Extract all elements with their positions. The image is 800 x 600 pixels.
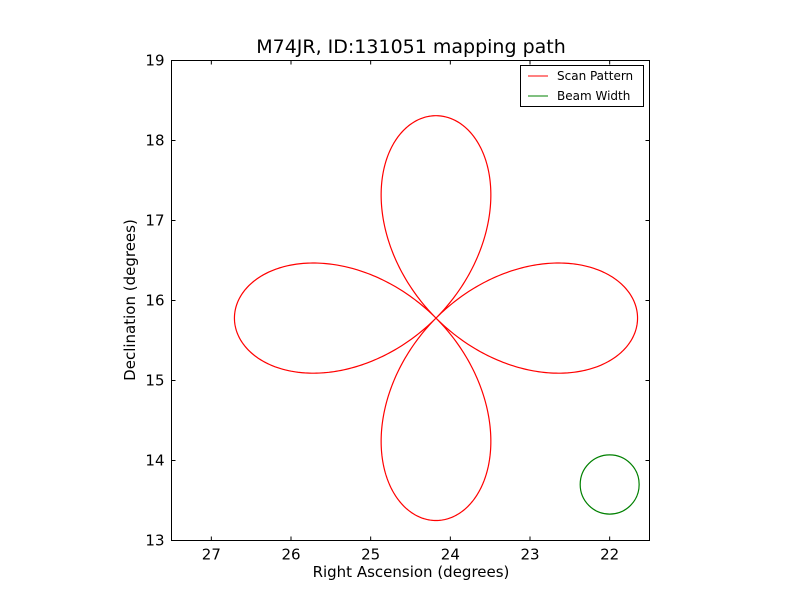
y-tick-label: 14 xyxy=(145,452,164,470)
axis-ticks: 27 26 25 24 23 22 13 14 15 16 17 18 19 xyxy=(145,52,650,564)
y-tick-label: 17 xyxy=(145,212,164,230)
y-tick-label: 19 xyxy=(145,52,164,70)
beam-width-circle xyxy=(579,454,640,515)
y-tick-label: 16 xyxy=(145,292,164,310)
x-tick-label: 27 xyxy=(202,546,221,564)
legend-box xyxy=(520,65,644,107)
x-axis-label: Right Ascension (degrees) xyxy=(313,563,510,581)
plot-area xyxy=(233,115,640,522)
legend-label-scan-pattern: Scan Pattern xyxy=(557,69,633,83)
x-tick-label: 25 xyxy=(361,546,380,564)
scan-pattern-line xyxy=(233,115,639,522)
y-tick-label: 13 xyxy=(145,532,164,550)
y-axis-label: Declination (degrees) xyxy=(121,219,139,381)
legend: Scan Pattern Beam Width xyxy=(520,65,644,107)
x-tick-label: 23 xyxy=(520,546,539,564)
x-tick-label: 26 xyxy=(281,546,300,564)
plot-frame xyxy=(171,60,650,541)
legend-label-beam-width: Beam Width xyxy=(557,89,630,103)
x-tick-label: 22 xyxy=(600,546,619,564)
y-tick-label: 15 xyxy=(145,372,164,390)
y-tick-label: 18 xyxy=(145,132,164,150)
chart-title: M74JR, ID:131051 mapping path xyxy=(256,36,566,58)
x-tick-label: 24 xyxy=(441,546,460,564)
